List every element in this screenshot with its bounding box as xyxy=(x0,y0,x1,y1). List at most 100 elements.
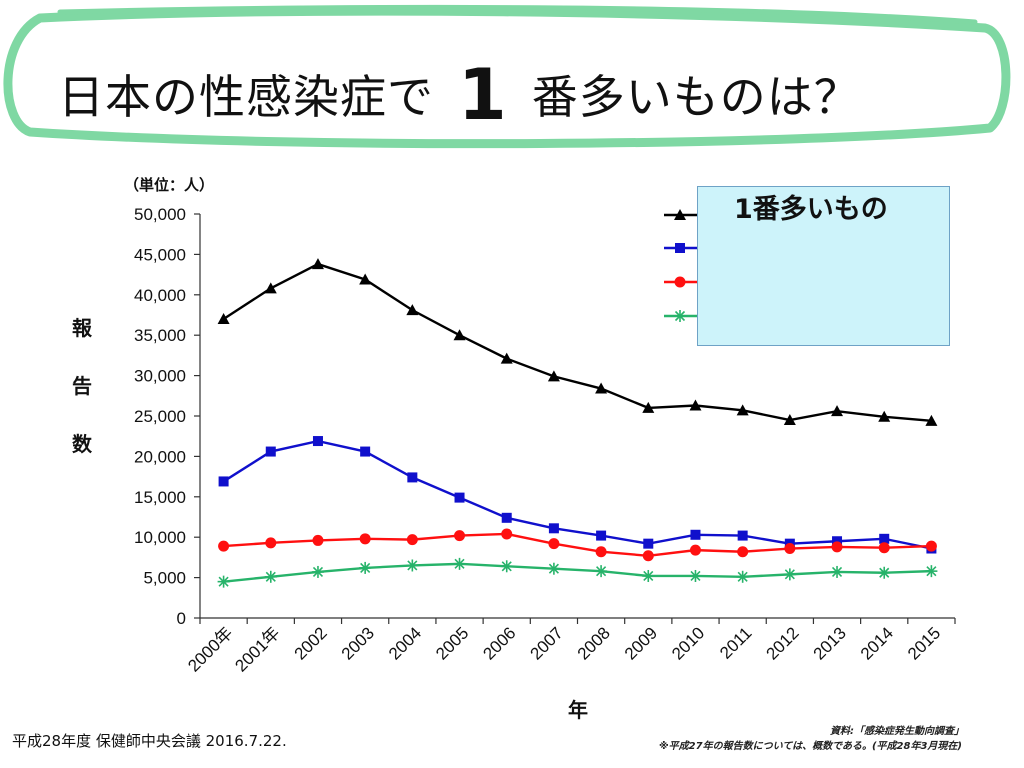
y-tick-label: 30,000 xyxy=(134,367,186,386)
data-point xyxy=(689,544,701,556)
x-tick-label: 2004 xyxy=(385,623,425,663)
data-point xyxy=(547,370,560,382)
legend-marker xyxy=(674,310,686,322)
data-point xyxy=(547,562,560,575)
data-point xyxy=(454,492,465,503)
data-point xyxy=(642,401,655,413)
data-point xyxy=(925,540,937,552)
x-axis-label: 年 xyxy=(568,698,588,722)
footnote: ※平成27年の報告数については、概数である。(平成28年3月現在) xyxy=(658,741,962,752)
y-axis-label-char: 告 xyxy=(72,374,92,398)
x-tick-label: 2000年 xyxy=(184,623,236,675)
data-point xyxy=(595,546,607,558)
y-tick-label: 35,000 xyxy=(134,326,186,345)
data-point xyxy=(783,568,796,581)
y-tick-label: 20,000 xyxy=(134,447,186,466)
data-point xyxy=(406,304,419,316)
x-tick-label: 2015 xyxy=(904,623,944,663)
data-point xyxy=(500,560,513,573)
data-point xyxy=(406,559,419,572)
data-point xyxy=(453,329,466,341)
legend-markers xyxy=(664,209,700,322)
data-point xyxy=(359,561,372,574)
series-2 xyxy=(218,436,937,554)
data-point xyxy=(878,542,890,554)
data-point xyxy=(737,530,748,541)
x-tick-label: 2006 xyxy=(479,623,519,663)
y-tick-label: 15,000 xyxy=(134,488,186,507)
data-point xyxy=(925,414,938,426)
x-tick-label: 2008 xyxy=(574,623,614,663)
title-number: 1 xyxy=(458,54,508,136)
data-point xyxy=(311,258,324,270)
y-axis-label-char: 報 xyxy=(72,316,93,340)
title-suffix: 番多いものは？ xyxy=(531,70,861,124)
y-tick-label: 0 xyxy=(177,609,186,628)
y-tick-label: 40,000 xyxy=(134,286,186,305)
x-tick-label: 2013 xyxy=(810,623,850,663)
series-layer xyxy=(217,258,938,588)
data-point xyxy=(689,399,702,411)
legend-title: 1番多いもの xyxy=(734,194,888,225)
series-3 xyxy=(218,528,937,562)
line-chart: 0 5,000 10,000 15,000 20,000 25,000 30,000 35,0… xyxy=(72,176,956,722)
data-point xyxy=(360,446,371,457)
data-point xyxy=(218,540,230,552)
data-point xyxy=(642,550,654,562)
legend-marker xyxy=(674,209,686,220)
x-tick-label: 2007 xyxy=(527,623,567,663)
unit-label: （単位：人） xyxy=(124,176,214,194)
data-point xyxy=(312,436,323,447)
data-point xyxy=(831,565,844,578)
data-point xyxy=(501,528,513,540)
y-tick-label: 5,000 xyxy=(143,569,186,588)
y-axis-label: 報告数 xyxy=(72,316,93,456)
data-point xyxy=(596,530,607,541)
x-tick-label: 2001年 xyxy=(231,623,283,675)
data-point xyxy=(311,565,324,578)
x-tick-label: 2005 xyxy=(432,623,472,663)
data-point xyxy=(218,476,229,487)
series-4 xyxy=(217,557,938,588)
data-point xyxy=(548,523,559,534)
data-point xyxy=(453,557,466,570)
data-point xyxy=(925,565,938,578)
y-axis: 0 5,000 10,000 15,000 20,000 25,000 30,000 35,0… xyxy=(134,205,201,628)
data-point xyxy=(831,405,844,417)
data-point xyxy=(454,530,466,542)
data-point xyxy=(265,446,276,457)
data-point xyxy=(642,569,655,582)
y-tick-label: 45,000 xyxy=(134,245,186,264)
legend-box: 1番多いもの xyxy=(697,186,950,346)
data-source-note: 資料:「感染症発生動向調査」 xyxy=(830,726,964,737)
data-point xyxy=(500,352,513,364)
data-point xyxy=(312,534,324,546)
data-point xyxy=(879,533,890,544)
data-point xyxy=(784,543,796,555)
x-tick-label: 2014 xyxy=(857,623,897,663)
data-point xyxy=(264,282,277,294)
data-point xyxy=(736,570,749,583)
data-point xyxy=(878,410,891,422)
title-banner: 日本の性感染症で 1 番多いものは？ xyxy=(0,0,1024,160)
x-tick-label: 2010 xyxy=(668,623,708,663)
data-point xyxy=(690,529,701,540)
series-line xyxy=(222,262,932,423)
y-tick-label: 25,000 xyxy=(134,407,186,426)
data-point xyxy=(406,534,418,546)
data-point xyxy=(783,414,796,426)
series-line xyxy=(223,562,932,583)
y-tick-label: 50,000 xyxy=(134,205,186,224)
data-point xyxy=(595,565,608,578)
title-prefix: 日本の性感染症で xyxy=(58,70,434,124)
data-point xyxy=(264,570,277,583)
series-line xyxy=(222,439,932,550)
data-point xyxy=(737,546,749,558)
page-title: 日本の性感染症で 1 番多いものは？ xyxy=(58,54,861,136)
series-line xyxy=(223,532,932,557)
x-tick-label: 2003 xyxy=(338,623,378,663)
x-tick-label: 2012 xyxy=(762,623,802,663)
data-point xyxy=(217,313,230,325)
y-axis-label-char: 数 xyxy=(72,432,93,456)
